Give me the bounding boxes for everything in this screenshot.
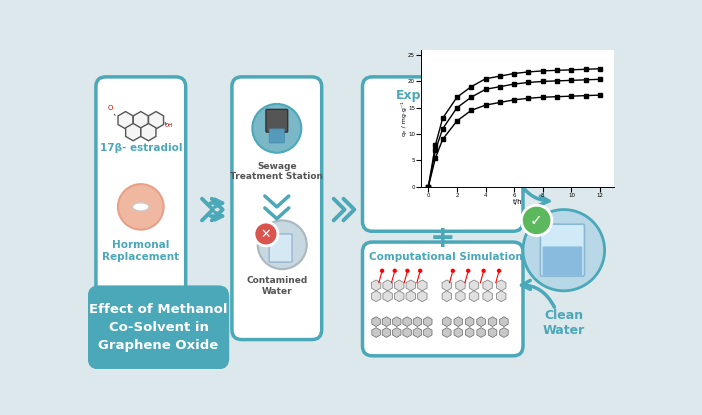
Text: Experimental: Experimental [396,89,489,102]
Circle shape [254,222,278,246]
Circle shape [497,269,501,273]
FancyBboxPatch shape [269,234,292,262]
Text: 17β- estradiol: 17β- estradiol [100,143,182,153]
Text: Clean
Water: Clean Water [543,309,585,337]
Circle shape [523,210,604,291]
FancyBboxPatch shape [543,247,582,276]
Circle shape [418,269,423,273]
Circle shape [380,269,384,273]
X-axis label: t/h: t/h [513,199,522,205]
Ellipse shape [133,203,149,211]
FancyBboxPatch shape [269,129,284,143]
Text: Hormonal
Replacement: Hormonal Replacement [102,240,179,262]
Circle shape [118,184,164,229]
FancyBboxPatch shape [362,242,523,356]
FancyBboxPatch shape [362,77,523,231]
Text: Sewage
Treatment Station: Sewage Treatment Station [230,162,324,181]
Text: Effect of Methanol
Co-Solvent in
Graphene Oxide: Effect of Methanol Co-Solvent in Graphen… [89,303,227,352]
Circle shape [522,205,552,236]
Text: ✓: ✓ [530,213,543,228]
Circle shape [405,269,410,273]
Text: O: O [107,105,113,112]
FancyBboxPatch shape [96,77,185,339]
Text: OH: OH [165,123,173,128]
FancyBboxPatch shape [541,224,585,276]
FancyBboxPatch shape [266,110,288,132]
Circle shape [252,104,301,153]
FancyBboxPatch shape [232,77,322,339]
Circle shape [258,220,307,269]
Circle shape [451,269,455,273]
Text: Contamined
Water: Contamined Water [246,276,307,295]
Text: ✕: ✕ [260,227,271,240]
Y-axis label: qₑ / mg·g⁻¹: qₑ / mg·g⁻¹ [401,101,406,136]
Circle shape [482,269,486,273]
Circle shape [466,269,470,273]
Text: Computational Simulation: Computational Simulation [369,252,523,262]
FancyBboxPatch shape [88,286,230,369]
Circle shape [392,269,397,273]
Text: +: + [430,224,456,253]
